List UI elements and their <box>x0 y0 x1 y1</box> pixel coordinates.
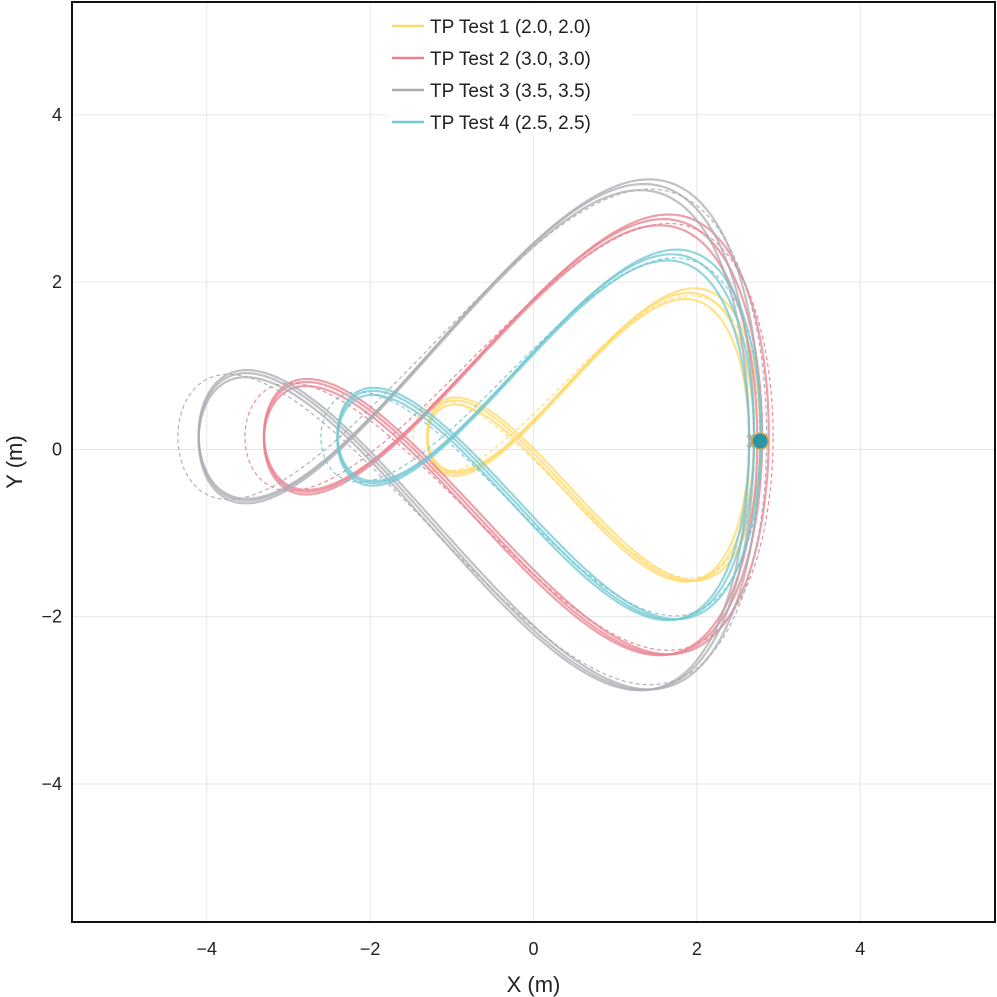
x-tick-label: −2 <box>360 939 381 959</box>
x-tick-label: 0 <box>528 939 538 959</box>
legend-label: TP Test 1 (2.0, 2.0) <box>430 17 591 38</box>
end-markers <box>746 432 769 450</box>
trajectory-line <box>426 291 756 583</box>
y-tick-label: −4 <box>41 774 62 794</box>
plot-frame <box>71 1 996 923</box>
trajectory-line <box>426 297 751 583</box>
trajectory-line <box>262 224 759 657</box>
reference-path <box>177 188 768 686</box>
y-axis-label: Y (m) <box>2 435 27 488</box>
x-axis-label: X (m) <box>507 972 561 997</box>
trajectory-line <box>197 178 762 691</box>
trajectory-line <box>426 287 762 582</box>
y-tick-label: 2 <box>52 272 62 292</box>
trajectory-line <box>262 213 770 656</box>
legend-label: TP Test 4 (2.5, 2.5) <box>430 113 591 134</box>
legend: TP Test 1 (2.0, 2.0) TP Test 2 (3.0, 3.0)… <box>386 4 632 136</box>
tick-labels: −4 −2 0 2 4 −4 −2 0 2 4 <box>41 105 865 959</box>
grid <box>72 2 995 922</box>
legend-label: TP Test 3 (3.5, 3.5) <box>430 81 591 102</box>
x-tick-label: 4 <box>855 939 865 959</box>
legend-label: TP Test 2 (3.0, 3.0) <box>430 49 591 70</box>
trajectory-line <box>336 259 751 622</box>
y-tick-label: −2 <box>41 607 62 627</box>
end-dot-marker <box>751 432 769 450</box>
x-tick-label: 2 <box>692 939 702 959</box>
x-tick-label: −4 <box>197 939 218 959</box>
trajectory-line <box>197 189 751 692</box>
y-tick-label: 0 <box>52 439 62 459</box>
y-tick-label: 4 <box>52 105 62 125</box>
reference-path <box>412 295 761 579</box>
trajectory-traces <box>177 178 774 692</box>
reference-path <box>320 257 764 617</box>
legend-box <box>386 4 632 136</box>
